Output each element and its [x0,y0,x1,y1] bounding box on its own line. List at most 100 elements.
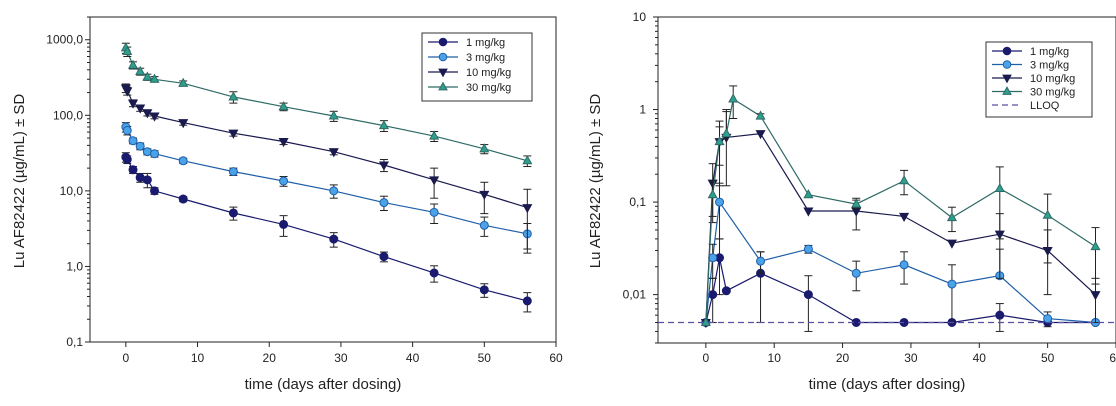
data-point [707,189,718,199]
data-point [1090,291,1101,301]
legend-marker [438,37,448,47]
data-point [1090,240,1101,251]
x-tick-label: 30 [904,351,918,365]
data-point [278,138,289,148]
x-tick-label: 40 [406,351,420,365]
chart-right: 0 10 20 30 40 50 60 0,01 0,1 1 10 time (days after … [587,10,1116,393]
legend-item: 1 mg/kg [428,37,505,49]
data-point [228,167,238,177]
data-point [522,204,533,214]
y-tick-label: 0,01 [623,288,647,302]
data-point [142,71,153,81]
data-point [803,244,813,254]
data-point [122,87,133,97]
data-point [479,143,490,153]
data-point [128,165,138,175]
y-tick-label: 1,0 [66,259,83,273]
data-point [522,155,533,165]
x-axis-label: time (days after dosing) [809,376,966,393]
data-point [946,211,957,222]
data-point [178,119,189,129]
plot-frame [89,16,557,343]
x-tick-label: 0 [123,351,130,365]
series-1-mg-kg [121,152,532,313]
data-point [755,130,766,140]
legend-label: 30 mg/kg [466,82,511,94]
series-3-mg-kg [121,122,532,250]
legend-marker [1002,74,1012,84]
x-tick-label: 60 [1109,351,1116,365]
data-point [122,125,132,135]
data-point [755,110,766,120]
data-point [708,290,718,300]
legend-marker [1002,46,1012,56]
data-point [178,156,188,166]
series-30-mg-kg [120,42,533,168]
data-point [946,239,957,249]
data-point [149,73,160,83]
data-point [228,129,239,139]
data-point [899,175,910,185]
legend-marker [1002,86,1012,95]
data-point [429,268,439,278]
data-point [899,260,909,270]
series-30-mg-kg [700,85,1101,326]
data-point [279,176,289,186]
legend-marker [438,68,448,78]
data-point [728,93,739,103]
data-point [995,310,1005,320]
x-tick-label: 60 [549,351,563,365]
data-point [851,268,861,278]
data-point [994,182,1005,193]
y-tick-label: 0,1 [66,335,83,349]
data-point [127,99,139,109]
legend-item: 10 mg/kg [428,67,511,79]
data-point [329,186,339,196]
data-point [135,104,146,114]
data-point [378,161,389,171]
data-point [279,219,289,229]
data-point [429,207,439,217]
data-point [1042,209,1053,219]
legend-item: 1 mg/kg [992,46,1069,58]
data-point [721,286,731,296]
y-tick-label: 100,0 [53,108,83,122]
x-tick-label: 50 [478,351,492,365]
data-point [228,208,238,218]
x-tick-label: 50 [1041,351,1055,365]
plot-area [658,85,1116,332]
legend: 1 mg/kg 3 mg/kg 10 mg/kg 30 mg/kg [421,32,533,102]
data-point [228,91,239,101]
data-point [178,194,188,204]
data-point [429,176,440,186]
data-point [150,149,160,159]
legend-marker [438,52,448,62]
data-point [899,212,910,223]
data-point [715,197,725,207]
y-tick-label: 1000,0 [46,33,83,47]
series-3-mg-kg [701,182,1100,328]
x-tick-label: 10 [768,351,782,365]
data-point [329,234,339,244]
plot-frame [657,16,1116,344]
series-line [705,98,1096,323]
legend-item: 10 mg/kg [992,73,1075,85]
y-axis-label: Lu AF82422 (µg/mL) ± SD [587,94,604,269]
data-point [378,120,389,130]
data-point [1043,314,1053,324]
legend-item: 30 mg/kg [428,81,511,94]
data-point [803,189,814,199]
data-point [803,290,813,300]
data-point [721,127,732,138]
data-point [149,112,160,122]
x-axis-label: time (days after dosing) [245,376,402,393]
data-point [379,252,389,262]
legend-marker [1002,60,1012,69]
data-point [127,59,139,69]
legend-item: LLOQ [992,100,1060,112]
series-line [125,156,528,302]
legend-label: 3 mg/kg [1030,60,1069,72]
data-point [714,135,725,146]
